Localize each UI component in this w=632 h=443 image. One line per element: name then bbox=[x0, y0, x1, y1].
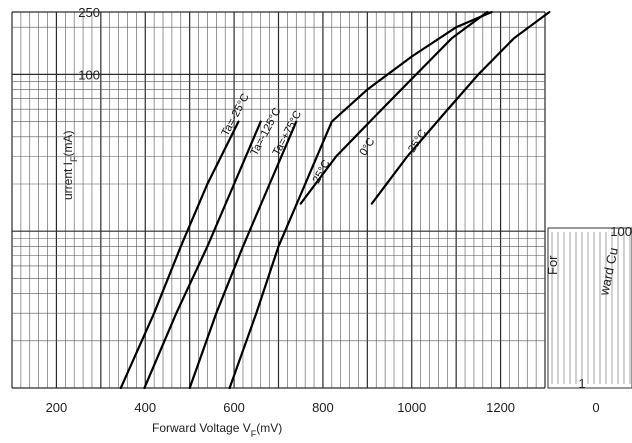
y-axis-label-main: urrent I bbox=[61, 162, 75, 200]
side-panel-text: 0 bbox=[592, 400, 599, 415]
series-line bbox=[143, 120, 262, 390]
x-tick-label: 1200 bbox=[486, 400, 515, 415]
x-axis-label-unit: (mV) bbox=[256, 421, 282, 435]
curves bbox=[119, 10, 551, 390]
x-axis-label: Forward Voltage VF(mV) bbox=[152, 421, 282, 439]
x-tick-label: 400 bbox=[134, 400, 156, 415]
x-axis-label-sub: F bbox=[251, 429, 257, 439]
grid bbox=[11, 11, 546, 389]
x-tick-label: 200 bbox=[46, 400, 68, 415]
x-tick-labels: 200 400 600 800 1000 1200 bbox=[46, 400, 515, 415]
y-tick-label: 250 bbox=[78, 5, 100, 20]
series-line bbox=[299, 10, 489, 205]
x-tick-label: 600 bbox=[223, 400, 245, 415]
series-line bbox=[119, 120, 240, 390]
x-axis-label-main: Forward Voltage V bbox=[152, 421, 251, 435]
curve-label: -25°C bbox=[404, 128, 429, 158]
series-line bbox=[188, 120, 298, 390]
side-panel-text: 100 bbox=[610, 224, 632, 239]
y-axis-label-unit: (mA) bbox=[61, 130, 75, 156]
curve-label: 0°C bbox=[357, 136, 377, 158]
y-tick-labels: 250 100 bbox=[78, 5, 100, 82]
side-panel-text: For bbox=[545, 255, 560, 275]
side-panel-text: 1 bbox=[578, 376, 585, 391]
y-axis-label: urrent IF(mA) bbox=[61, 130, 79, 200]
series-line bbox=[228, 10, 493, 390]
series-line bbox=[370, 10, 551, 205]
y-tick-label: 100 bbox=[78, 67, 100, 82]
y-axis-label-sub: F bbox=[69, 156, 79, 162]
x-tick-label: 1000 bbox=[397, 400, 426, 415]
x-tick-label: 800 bbox=[312, 400, 334, 415]
